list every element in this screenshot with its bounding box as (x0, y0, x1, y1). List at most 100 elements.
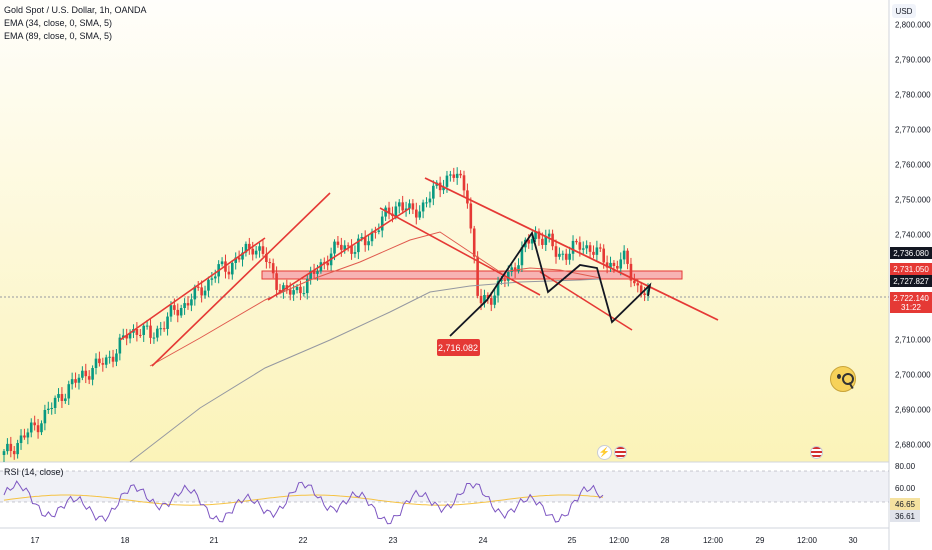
candle-body (64, 398, 67, 401)
price-tick-label: 2,760.000 (895, 161, 931, 170)
candle-body (414, 209, 418, 218)
candle-body (251, 248, 255, 255)
rsi-legend[interactable]: RSI (14, close) (4, 467, 64, 477)
trend-channel-lower-2[interactable] (379, 207, 541, 296)
candle-body (121, 335, 125, 338)
candle-body (622, 250, 626, 260)
price-badge-label: 2,736.080 (893, 249, 929, 258)
time-tick-label: 12:00 (609, 536, 630, 545)
candle-body (333, 241, 336, 254)
candle-body (326, 262, 330, 266)
chart-legend: Gold Spot / U.S. Dollar, 1h, OANDA EMA (… (4, 4, 147, 43)
symbol-title[interactable]: Gold Spot / U.S. Dollar, 1h, OANDA (4, 5, 147, 15)
currency-badge[interactable] (892, 4, 916, 18)
ema-89-legend[interactable]: EMA (89, close, 0, SMA, 5) (4, 31, 113, 41)
candles-group (2, 167, 650, 462)
price-tick-label: 2,800.000 (895, 21, 931, 30)
candle-body (500, 279, 503, 282)
trend-channel-upper-1[interactable] (119, 237, 266, 341)
candle-body (452, 174, 456, 178)
candle-body (493, 295, 496, 305)
rsi-tick-label: 60.00 (895, 484, 916, 493)
candle-body (302, 293, 306, 295)
candle-body (401, 202, 404, 211)
candle-body (547, 233, 551, 237)
descending-trendline[interactable] (424, 177, 719, 321)
candle-body (506, 271, 510, 281)
price-badge (890, 301, 932, 313)
candle-body (575, 240, 578, 243)
candle-body (503, 279, 507, 281)
candle-body (125, 335, 128, 339)
candle-body (115, 353, 118, 362)
candle-body (111, 356, 115, 362)
candle-body (98, 358, 101, 364)
candle-body (265, 253, 268, 263)
candle-body (268, 262, 272, 264)
candle-body (57, 394, 60, 398)
projection-path[interactable] (449, 230, 652, 337)
candle-body (517, 265, 520, 272)
candle-body (363, 237, 367, 246)
candle-body (527, 239, 531, 244)
candle-body (633, 280, 636, 284)
descending-support-line[interactable] (539, 271, 633, 331)
candle-body (258, 246, 261, 251)
candle-body (292, 290, 295, 295)
time-tick-label: 25 (568, 536, 577, 545)
resistance-zone[interactable] (261, 270, 683, 280)
rsi-band (0, 471, 889, 502)
candle-body (241, 252, 244, 260)
candle-body (108, 356, 111, 358)
candle-body (466, 190, 469, 204)
price-badge-label: 2,727.827 (893, 277, 929, 286)
candle-body (374, 231, 377, 233)
trend-channel-upper-2[interactable] (267, 207, 411, 301)
candle-body (459, 173, 462, 176)
trend-channel-lower-1[interactable] (151, 192, 331, 367)
candle-body (360, 237, 364, 239)
ema-34-line (149, 231, 601, 367)
candle-body (397, 202, 401, 207)
candle-body (237, 257, 241, 260)
candle-body (619, 259, 623, 269)
candle-body (26, 432, 30, 438)
candle-body (558, 253, 561, 257)
price-badges: 2,736.080 2,731.050 2,727.827 2,722.14031:2… (890, 247, 932, 313)
price-badge (890, 263, 932, 275)
candle-body (186, 303, 190, 306)
monocle-face-icon[interactable] (830, 366, 856, 392)
candle-body (36, 425, 40, 433)
us-flag-icon[interactable] (614, 446, 627, 459)
candle-body (561, 253, 565, 255)
candle-body (152, 337, 156, 339)
candle-body (425, 202, 428, 204)
candle-body (169, 305, 173, 317)
candle-body (196, 286, 200, 288)
time-axis[interactable]: 17 18 21 22 23 24 25 12:00 28 12:00 29 12:00 30 (31, 536, 858, 545)
lightning-icon[interactable]: ⚡ (597, 445, 612, 460)
candle-body (418, 211, 422, 218)
candle-body (486, 295, 490, 299)
price-tick-label: 2,740.000 (895, 231, 931, 240)
candle-body (74, 379, 77, 383)
price-badge-label: 2,722.140 (893, 294, 929, 303)
candle-body (445, 175, 449, 187)
candle-body (534, 231, 537, 240)
rsi-ema-line (3, 494, 604, 506)
candle-body (387, 207, 391, 214)
candle-body (179, 308, 183, 316)
candle-body (520, 247, 524, 266)
candle-body (299, 286, 302, 294)
candle-body (469, 203, 473, 229)
candle-body (421, 202, 425, 212)
candle-body (643, 293, 646, 296)
candle-body (554, 246, 558, 257)
time-tick-label: 23 (389, 536, 398, 545)
ema-34-legend[interactable]: EMA (34, close, 0, SMA, 5) (4, 18, 113, 28)
time-tick-label: 24 (479, 536, 488, 545)
us-flag-icon[interactable] (810, 446, 823, 459)
price-axis[interactable]: 2,800.000 2,790.000 2,780.000 2,770.000 2,76… (895, 21, 931, 450)
